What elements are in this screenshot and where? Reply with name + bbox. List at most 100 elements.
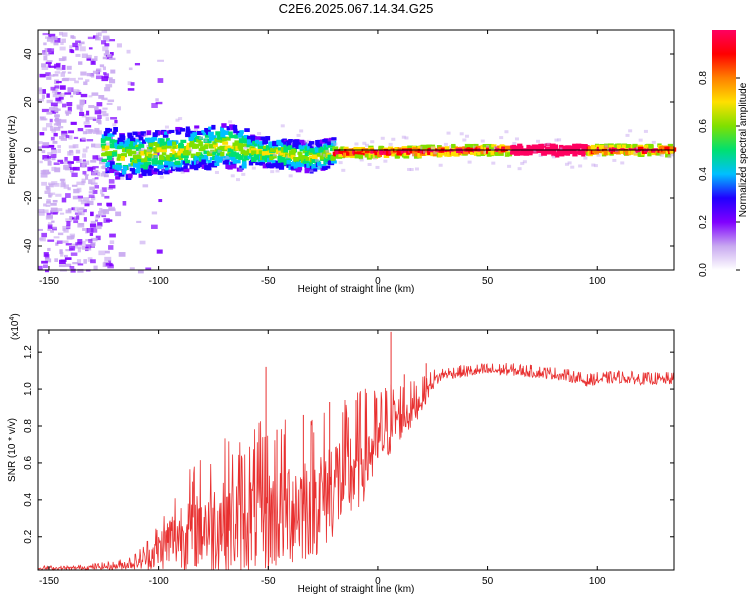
heatmap-cell — [148, 164, 154, 169]
heatmap-cell — [108, 179, 115, 184]
heatmap-cell — [98, 95, 105, 99]
heatmap-cell — [67, 106, 72, 112]
heatmap-cell — [81, 163, 86, 168]
heatmap-cell — [92, 129, 100, 134]
heatmap-cell — [490, 150, 496, 156]
heatmap-cell — [316, 161, 322, 166]
heatmap-cell — [404, 136, 409, 140]
heatmap-cell — [230, 157, 237, 161]
heatmap-cell — [99, 64, 105, 68]
heatmap-cell — [140, 131, 146, 136]
heatmap-cell — [195, 164, 201, 169]
heatmap-cell — [449, 148, 455, 153]
heatmap-cell — [217, 134, 222, 139]
spectrogram-heatmap — [38, 30, 677, 274]
heatmap-cell — [53, 162, 60, 165]
heatmap-cell — [51, 89, 58, 94]
heatmap-cell — [59, 92, 66, 97]
heatmap-cell — [248, 161, 254, 166]
heatmap-cell — [185, 149, 192, 154]
heatmap-cell — [151, 224, 158, 229]
y-tick-label: 0.4 — [23, 492, 34, 506]
heatmap-cell — [64, 263, 72, 267]
heatmap-cell — [82, 228, 88, 231]
heatmap-cell — [42, 127, 48, 131]
heatmap-cell — [226, 136, 231, 141]
heatmap-cell — [342, 152, 349, 158]
heatmap-cell — [57, 126, 64, 129]
heatmap-cell — [255, 136, 261, 141]
heatmap-cell — [206, 165, 212, 171]
heatmap-cell — [85, 201, 90, 205]
heatmap-cell — [94, 143, 101, 149]
heatmap-cell — [430, 146, 435, 150]
heatmap-cell — [320, 164, 327, 168]
heatmap-cell — [48, 144, 55, 148]
heatmap-cell — [127, 135, 134, 139]
heatmap-cell — [77, 263, 84, 266]
heatmap-cell — [454, 152, 460, 157]
heatmap-cell — [77, 89, 81, 94]
colorbar-tick-label: 0.4 — [698, 167, 709, 181]
heatmap-cell — [53, 42, 59, 46]
heatmap-cell — [466, 147, 472, 151]
heatmap-cell — [388, 146, 394, 150]
heatmap-cell — [90, 211, 94, 217]
heatmap-cell — [670, 153, 675, 157]
heatmap-cell — [301, 140, 306, 146]
heatmap-cell — [275, 160, 280, 164]
heatmap-cell — [172, 150, 177, 155]
heatmap-cell — [113, 127, 118, 132]
heatmap-cell — [299, 148, 305, 152]
heatmap-cell — [614, 149, 619, 153]
heatmap-cell — [79, 108, 83, 113]
heatmap-cell — [632, 143, 638, 149]
heatmap-cell — [499, 136, 504, 140]
heatmap-cell — [41, 118, 48, 121]
heatmap-cell — [46, 93, 50, 98]
heatmap-cell — [102, 66, 107, 71]
heatmap-cell — [82, 148, 88, 153]
y-tick-label: 20 — [23, 96, 34, 108]
heatmap-cell — [570, 165, 575, 169]
heatmap-cell — [243, 138, 249, 144]
heatmap-cell — [57, 91, 62, 95]
heatmap-cell — [368, 153, 373, 158]
heatmap-cell — [52, 226, 57, 230]
heatmap-cell — [45, 185, 50, 190]
heatmap-cell — [383, 159, 388, 163]
heatmap-cell — [69, 45, 73, 49]
heatmap-cell — [447, 152, 452, 157]
heatmap-cell — [65, 249, 72, 252]
heatmap-cell — [281, 156, 286, 161]
heatmap-cell — [120, 156, 125, 161]
heatmap-cell — [98, 210, 102, 216]
heatmap-cell — [564, 162, 569, 166]
heatmap-cell — [83, 259, 87, 264]
heatmap-cell — [65, 209, 72, 214]
heatmap-cell — [50, 153, 57, 158]
heatmap-cell — [43, 203, 47, 207]
heatmap-cell — [151, 169, 158, 175]
heatmap-cell — [232, 159, 238, 164]
heatmap-cell — [621, 144, 627, 148]
heatmap-cell — [73, 89, 79, 95]
heatmap-cell — [311, 159, 316, 164]
heatmap-cell — [116, 166, 122, 171]
heatmap-cell — [625, 133, 630, 137]
heatmap-cell — [327, 154, 333, 160]
heatmap-cell — [73, 206, 79, 212]
heatmap-cell — [83, 217, 87, 222]
heatmap-cell — [477, 146, 482, 150]
heatmap-cell — [359, 158, 364, 162]
y-tick-label: 0 — [23, 147, 34, 153]
heatmap-cell — [113, 168, 119, 172]
heatmap-cell — [91, 143, 96, 148]
heatmap-cell — [102, 56, 108, 60]
heatmap-cell — [308, 141, 315, 145]
heatmap-cell — [52, 140, 58, 144]
heatmap-cell — [103, 209, 110, 215]
heatmap-cell — [414, 167, 419, 171]
heatmap-cell — [106, 219, 113, 222]
heatmap-cell — [602, 148, 608, 153]
